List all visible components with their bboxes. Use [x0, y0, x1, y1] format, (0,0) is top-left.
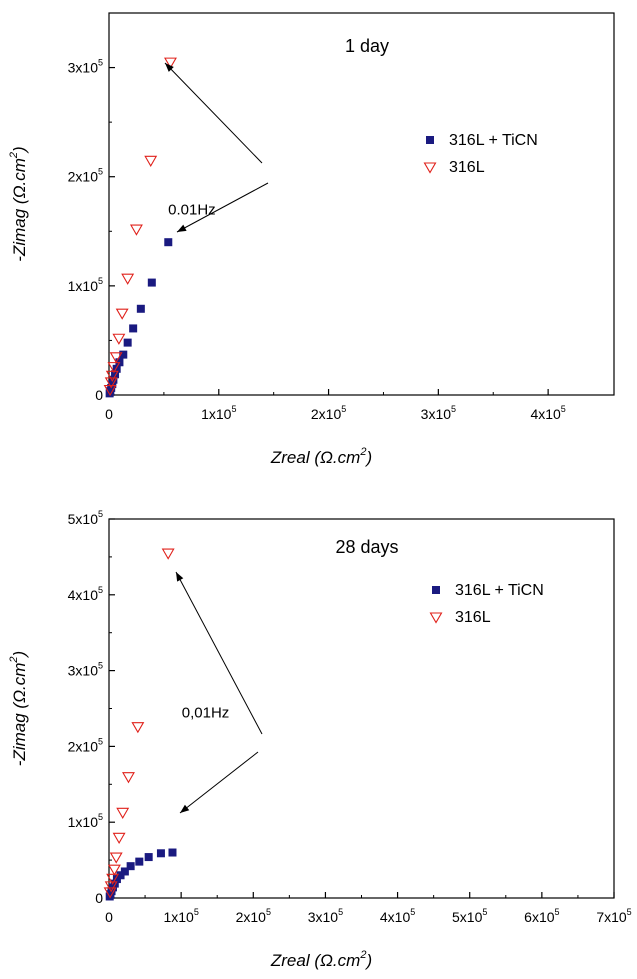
x-tick-label: 4x105	[380, 907, 415, 925]
data-point	[164, 57, 177, 69]
plot-frame	[108, 12, 615, 396]
legend-label: 316L + TiCN	[455, 582, 544, 599]
legend-marker	[429, 612, 443, 624]
data-point	[164, 238, 173, 247]
y-tick-label: 2x105	[68, 167, 103, 185]
y-axis-label: -Zimag (Ω.cm2)	[8, 651, 29, 766]
y-tick-label: 1x105	[68, 812, 103, 830]
y-tick-label: 3x105	[68, 58, 103, 76]
legend-marker	[432, 586, 440, 594]
annotation-arrow	[179, 751, 259, 814]
x-tick-label: 0	[105, 406, 113, 422]
y-tick-label: 5x105	[68, 509, 103, 527]
chart-panel-1: 0 1x105 2x105 3x105 4x105 0 1x105 2x105 3x105 Zre…	[8, 12, 615, 467]
data-point	[112, 832, 126, 844]
legend-label: 316L	[449, 159, 485, 176]
annotation-label: 0,01Hz	[182, 704, 230, 721]
y-tick-label: 0	[95, 387, 103, 403]
series-2	[103, 548, 175, 899]
chart-panel-2: 0 1x105 2x105 3x105 4x105 5x105 6x105 7x105 0 1x1…	[8, 509, 632, 970]
data-point	[106, 873, 120, 885]
data-point	[108, 380, 117, 389]
annotation-arrow	[175, 571, 263, 735]
data-point	[105, 370, 119, 382]
y-tick-label: 0	[95, 890, 103, 906]
x-tick-label: 2x105	[236, 907, 271, 925]
series-2	[103, 57, 177, 397]
x-tick-label: 7x105	[596, 907, 631, 925]
data-point	[123, 338, 132, 347]
y-tick-label: 4x105	[68, 585, 103, 603]
data-point	[116, 871, 125, 880]
data-point	[120, 867, 129, 876]
data-point	[112, 333, 126, 345]
data-point	[110, 879, 119, 888]
data-point	[121, 273, 135, 285]
data-point	[144, 155, 158, 167]
annotation-arrow	[176, 182, 269, 233]
x-axis-label: Zreal (Ω.cm2)	[270, 949, 372, 970]
annotation-arrowhead	[180, 804, 190, 813]
data-point	[144, 853, 153, 862]
x-tick-label: 0	[105, 909, 113, 925]
annotation-arrow	[164, 62, 263, 164]
x-tick-label: 3x105	[308, 907, 343, 925]
x-tick-label: 2x105	[311, 404, 346, 422]
y-tick-label: 1x105	[68, 276, 103, 294]
data-point	[168, 848, 177, 857]
y-axis-label: -Zimag (Ω.cm2)	[8, 146, 29, 261]
legend-marker	[423, 162, 437, 174]
data-point	[129, 224, 143, 236]
x-tick-label: 1x105	[163, 907, 198, 925]
data-point	[107, 864, 121, 876]
data-point	[109, 352, 123, 364]
chart-title: 28 days	[335, 537, 398, 557]
data-point	[116, 807, 130, 819]
x-axis-label: Zreal (Ω.cm2)	[270, 446, 372, 467]
data-point	[107, 362, 121, 374]
annotation-arrowhead	[177, 224, 187, 232]
data-point	[129, 324, 138, 333]
data-point	[109, 852, 123, 864]
legend-marker	[426, 136, 434, 144]
data-point	[161, 548, 175, 560]
annotation-label: 0.01Hz	[168, 201, 216, 218]
data-point	[131, 722, 145, 734]
data-point	[119, 350, 128, 359]
legend-label: 316L	[455, 609, 491, 626]
x-tick-label: 1x105	[201, 404, 236, 422]
data-point	[126, 862, 135, 871]
chart-title: 1 day	[345, 36, 389, 56]
y-tick-label: 2x105	[68, 736, 103, 754]
data-point	[115, 308, 129, 320]
y-tick-label: 3x105	[68, 661, 103, 679]
annotation-arrowhead	[176, 572, 184, 582]
data-point	[156, 849, 165, 858]
data-point	[135, 857, 144, 866]
data-point	[103, 887, 117, 899]
x-tick-label: 4x105	[530, 404, 565, 422]
data-point	[112, 364, 121, 373]
data-point	[147, 278, 156, 287]
annotation-arrowhead	[165, 63, 174, 72]
x-tick-label: 5x105	[452, 907, 487, 925]
data-point	[111, 370, 120, 379]
legend-label: 316L + TiCN	[449, 132, 538, 149]
x-tick-label: 6x105	[524, 907, 559, 925]
x-tick-label: 3x105	[421, 404, 456, 422]
series-1	[105, 238, 173, 398]
data-point	[136, 304, 145, 313]
data-point	[122, 772, 135, 784]
